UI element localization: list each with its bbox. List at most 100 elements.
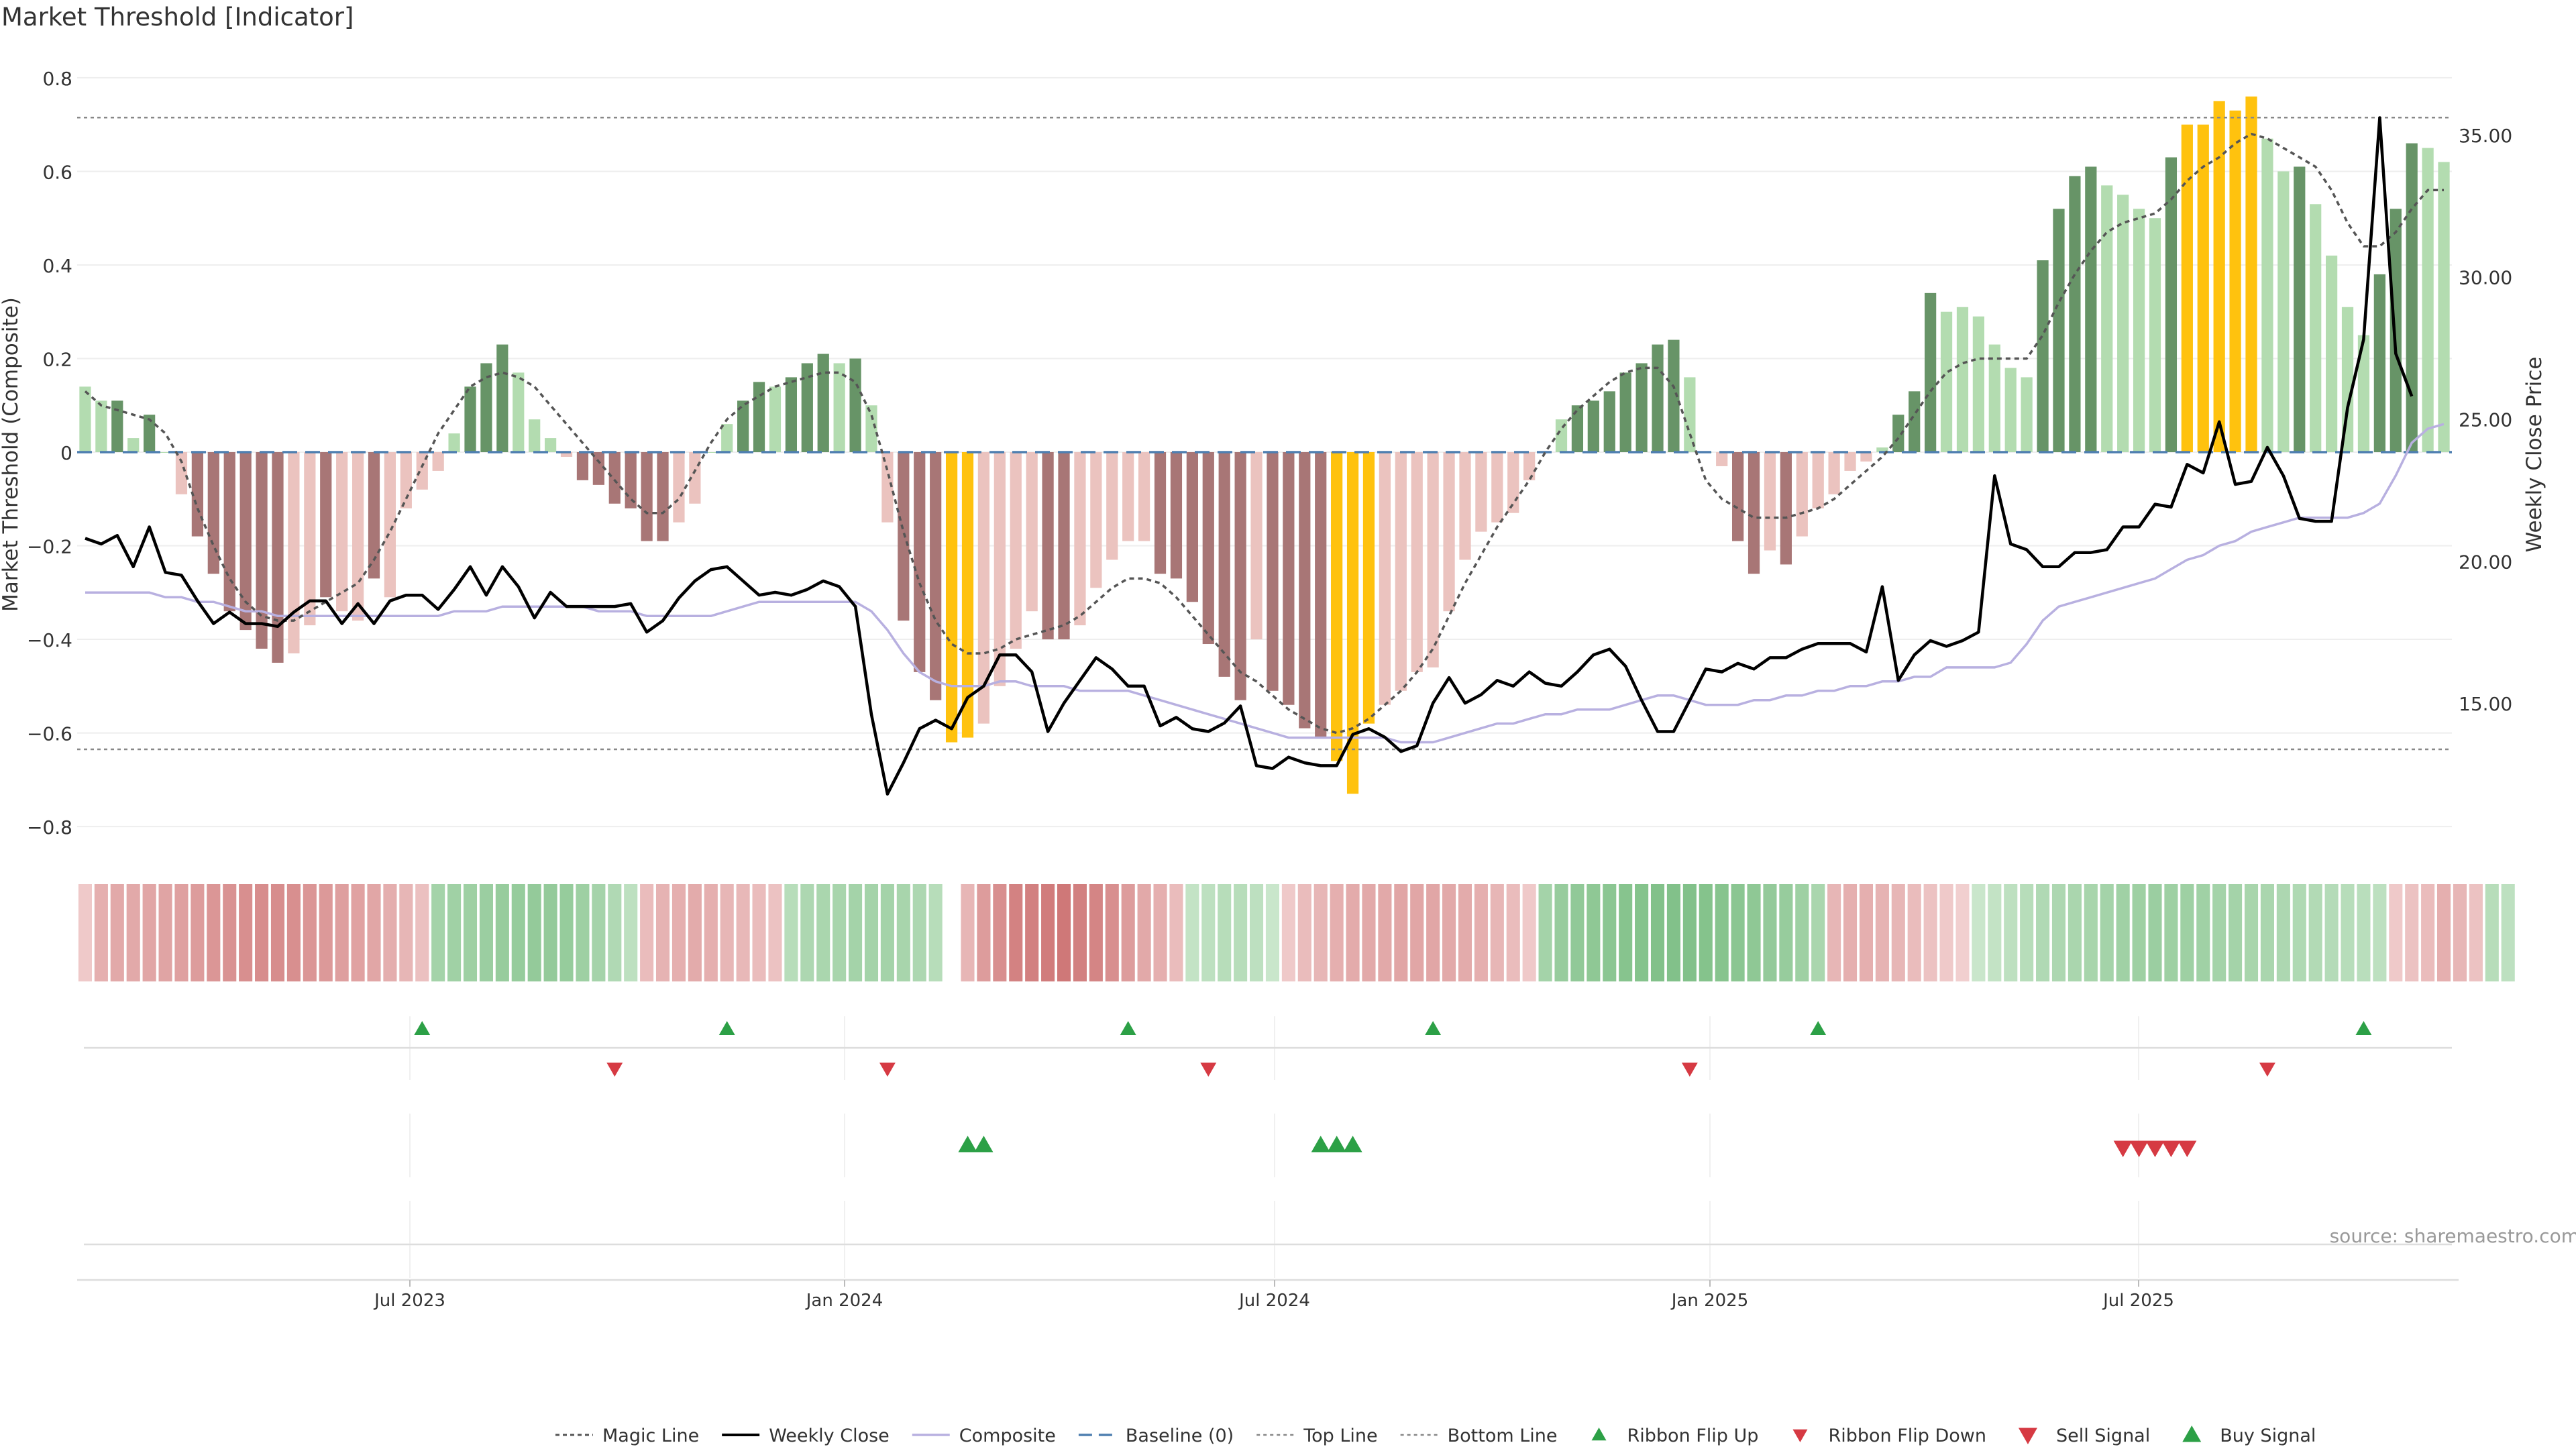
composite-bar — [127, 438, 140, 453]
ribbon-flip-up-marker — [1425, 1021, 1442, 1035]
ribbon-cell — [784, 884, 798, 981]
ribbon-cell — [2148, 884, 2162, 981]
composite-bar — [2229, 110, 2241, 453]
ribbon-cell — [2051, 884, 2066, 981]
composite-bar — [1603, 391, 1615, 453]
ribbon-cell — [816, 884, 830, 981]
ribbon-cell — [1843, 884, 1858, 981]
ribbon-cell — [736, 884, 750, 981]
ribbon-cell — [1699, 884, 1713, 981]
composite-bar — [2341, 307, 2354, 453]
ribbon-cell — [993, 884, 1007, 981]
composite-bar — [576, 452, 589, 480]
composite-bar — [1587, 400, 1599, 453]
composite-bar — [625, 452, 637, 508]
composite-bar — [977, 452, 990, 724]
y-tick-label: 0.4 — [42, 255, 72, 277]
ribbon-cell — [2453, 884, 2467, 981]
composite-bar — [961, 452, 974, 738]
composite-bar — [2069, 176, 2081, 453]
ribbon-cell — [1330, 884, 1344, 981]
ribbon-cell — [2341, 884, 2355, 981]
composite-bar — [705, 452, 717, 453]
ribbon-cell — [142, 884, 156, 981]
ribbon-cell — [559, 884, 574, 981]
composite-bar — [1218, 452, 1230, 677]
ribbon-cell — [672, 884, 686, 981]
composite-bar — [2213, 101, 2225, 453]
ribbon-cell — [1650, 884, 1665, 981]
composite-bar — [1042, 452, 1054, 640]
composite-bar — [1555, 419, 1568, 453]
composite-bar — [207, 452, 219, 574]
y2-axis-label: Weekly Close Price — [2522, 357, 2546, 553]
ribbon-cell — [1474, 884, 1488, 981]
ribbon-cell — [1779, 884, 1793, 981]
ribbon-cell — [415, 884, 429, 981]
legend-label: Magic Line — [602, 1426, 699, 1446]
ribbon-cell — [319, 884, 333, 981]
ribbon-cell — [1137, 884, 1151, 981]
ribbon-cell — [704, 884, 718, 981]
ribbon-cell — [1073, 884, 1087, 981]
composite-bar — [1331, 452, 1343, 761]
composite-bar — [239, 452, 252, 631]
composite-bar — [159, 452, 172, 453]
composite-bar — [1844, 452, 1856, 471]
composite-bar — [496, 344, 508, 453]
composite-bar — [1154, 452, 1167, 574]
buy-signal-marker — [1311, 1136, 1330, 1152]
ribbon-cell — [896, 884, 910, 981]
composite-bar — [2325, 256, 2338, 453]
ribbon-cell — [1265, 884, 1280, 981]
x-tick-label: Jul 2024 — [1238, 1291, 1310, 1311]
composite-bar — [368, 452, 380, 579]
composite-bar — [1170, 452, 1183, 579]
composite-bar — [2101, 185, 2113, 453]
ribbon-flip-up-marker — [2355, 1021, 2372, 1035]
y2-tick-label: 35.00 — [2459, 125, 2512, 147]
legend-swatch-flip-up — [1591, 1428, 1607, 1441]
composite-bar — [1876, 447, 1888, 453]
ribbon-cell — [1410, 884, 1424, 981]
composite-bar — [2373, 274, 2385, 453]
composite-bar — [1443, 452, 1455, 612]
composite-bar — [1716, 452, 1728, 466]
chart-title: Market Threshold [Indicator] — [1, 3, 354, 32]
composite-bar — [384, 452, 396, 598]
ribbon-cell — [335, 884, 349, 981]
legend-label: Buy Signal — [2220, 1426, 2316, 1446]
ribbon-cell — [1394, 884, 1408, 981]
ribbon-cell — [1201, 884, 1216, 981]
ribbon-cell — [399, 884, 413, 981]
ribbon-cell — [592, 884, 606, 981]
ribbon-cell — [2357, 884, 2371, 981]
ribbon-cell — [1234, 884, 1248, 981]
y2-tick-label: 30.00 — [2459, 267, 2512, 289]
ribbon-cell — [174, 884, 189, 981]
ribbon-cell — [768, 884, 782, 981]
composite-bar — [1010, 452, 1022, 649]
composite-bar — [849, 358, 861, 453]
ribbon-cell — [1570, 884, 1585, 981]
ribbon-cell — [2389, 884, 2403, 981]
composite-bar — [1748, 452, 1760, 574]
composite-bar — [1058, 452, 1070, 640]
legend-swatch-sell — [2018, 1428, 2037, 1444]
y-tick-label: −0.8 — [27, 816, 72, 839]
ribbon-flip-down-marker — [606, 1063, 623, 1077]
ribbon-cell — [608, 884, 622, 981]
ribbon-cell — [1538, 884, 1552, 981]
composite-bar — [352, 452, 364, 621]
ribbon-cell — [2276, 884, 2290, 981]
sell-signal-marker — [2145, 1140, 2165, 1157]
composite-bar — [817, 354, 829, 453]
ribbon-cell — [2084, 884, 2098, 981]
ribbon-cell — [624, 884, 638, 981]
ribbon-cell — [1763, 884, 1777, 981]
composite-bar — [1491, 452, 1503, 523]
ribbon-cell — [1218, 884, 1232, 981]
composite-bar — [1972, 316, 1985, 453]
ribbon-cell — [158, 884, 172, 981]
legend-swatch-flip-down — [1792, 1429, 1808, 1442]
